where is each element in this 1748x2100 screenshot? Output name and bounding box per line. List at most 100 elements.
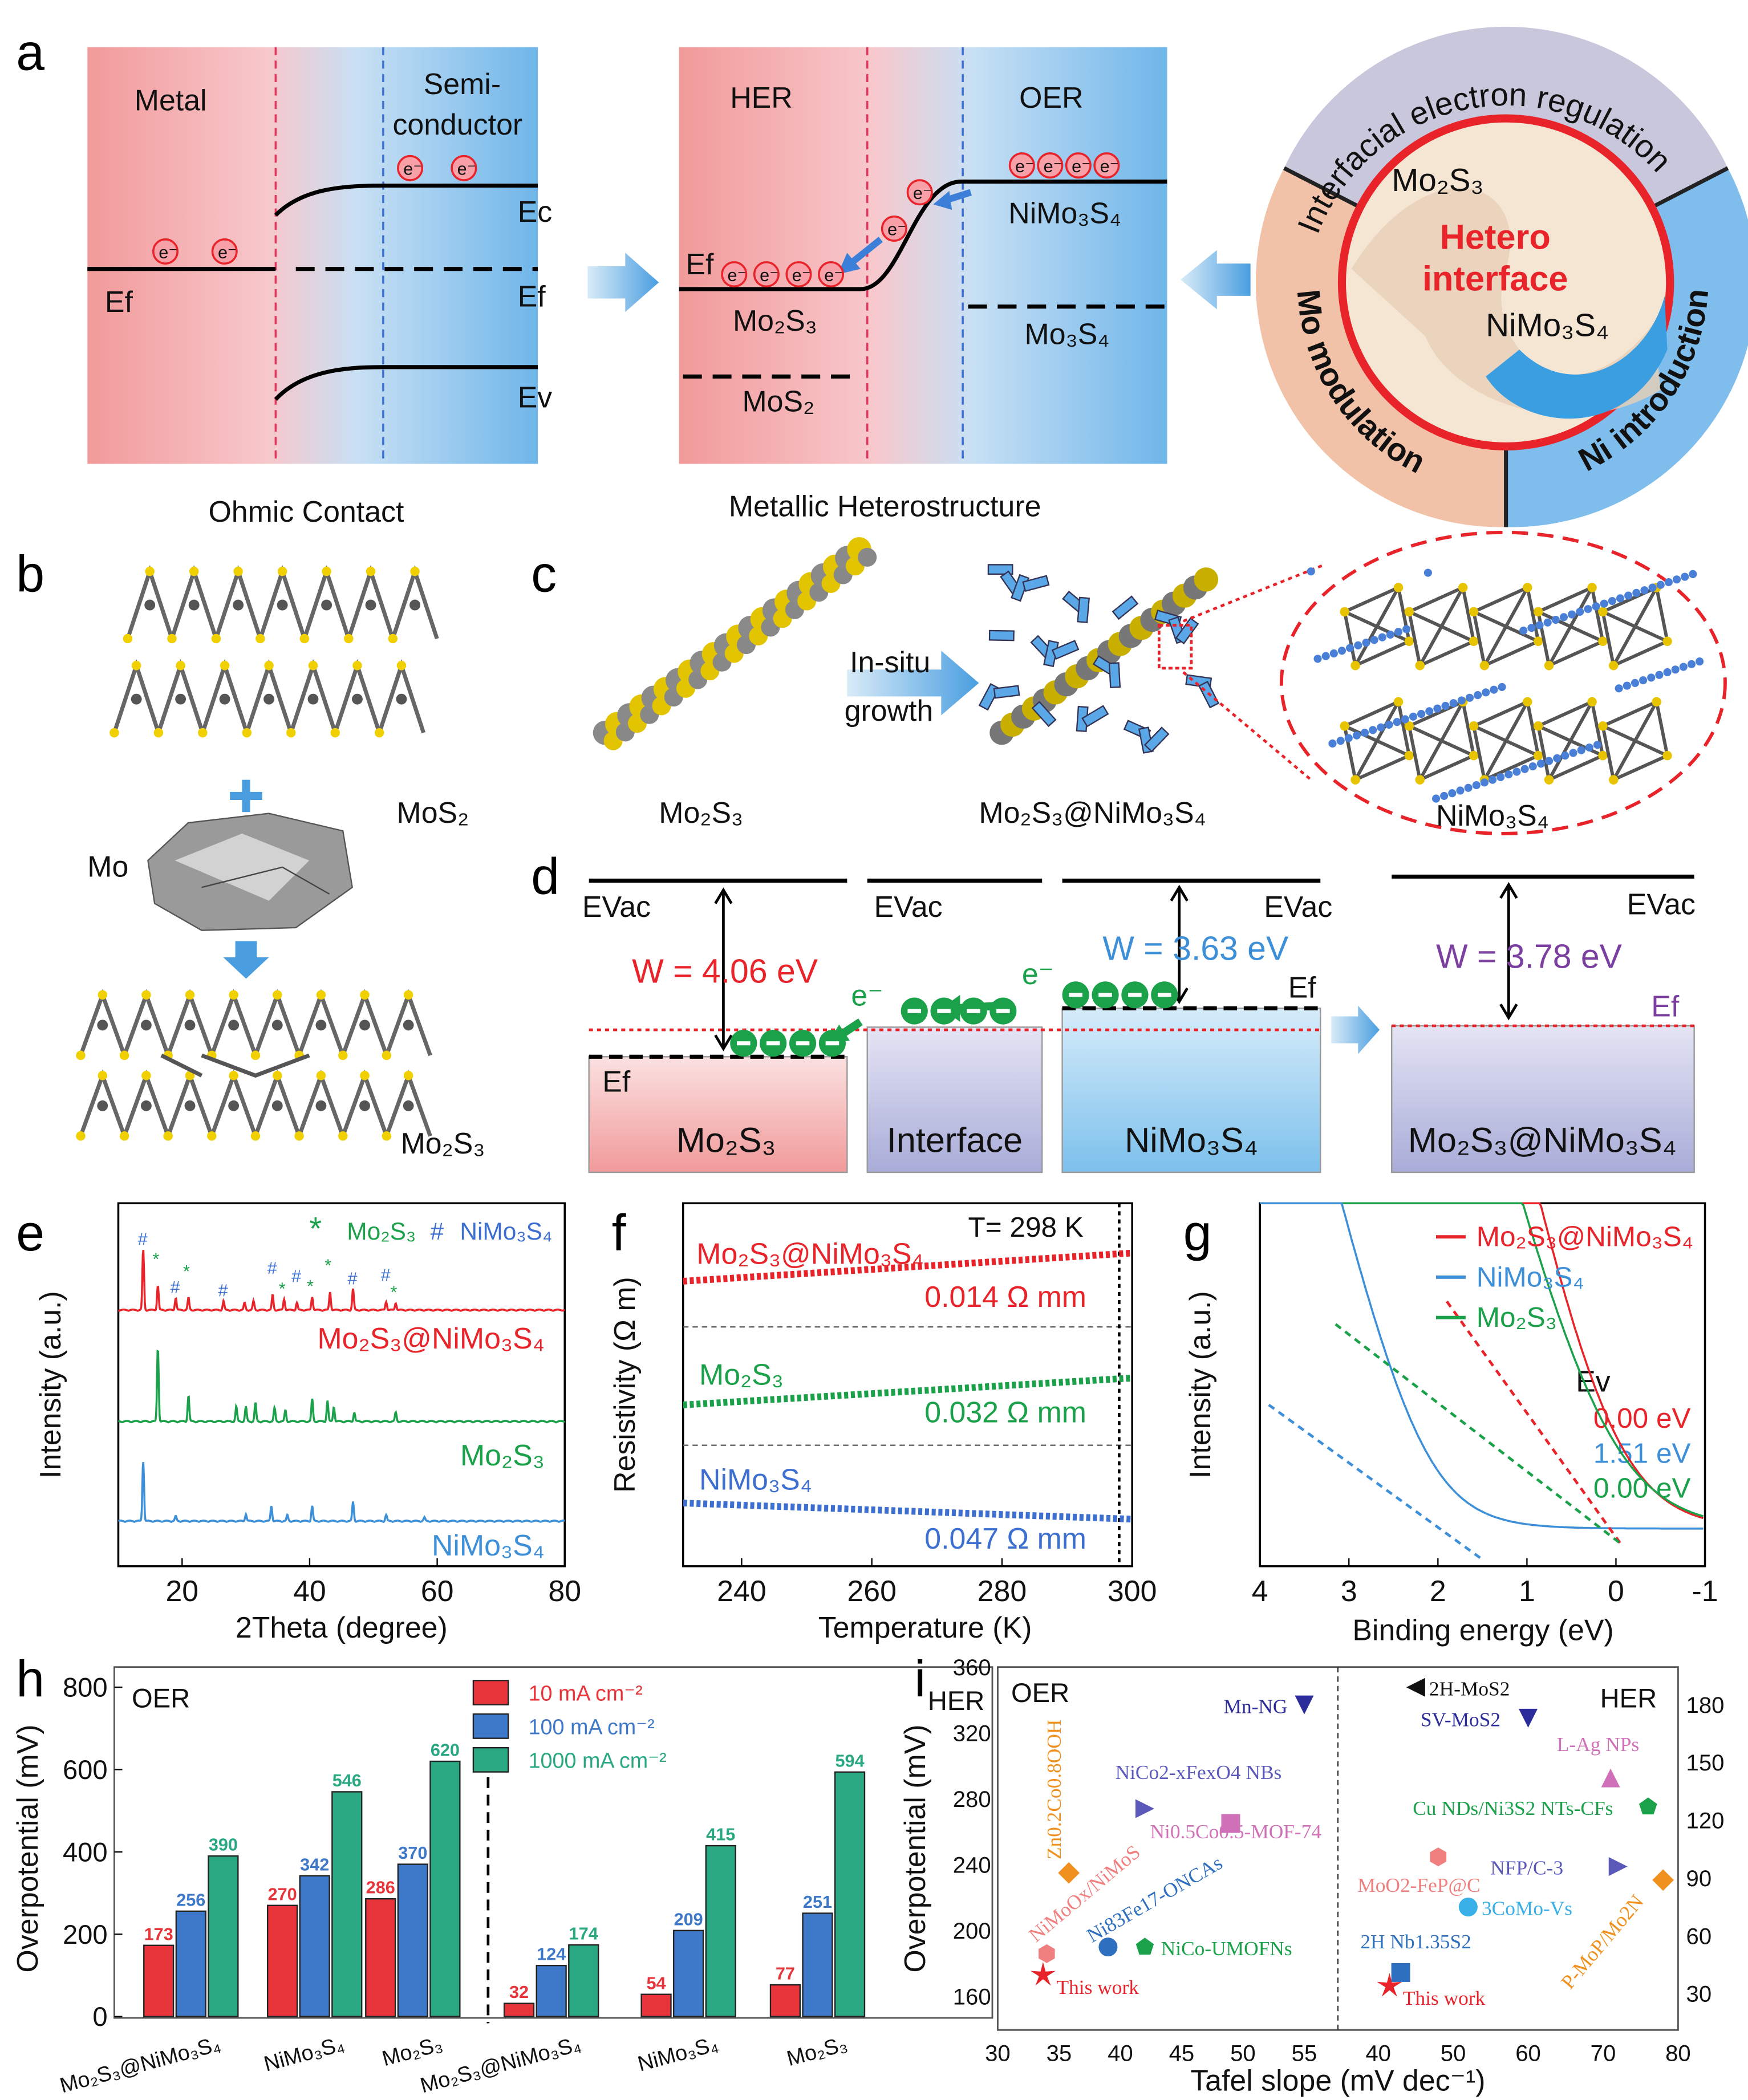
zoom-ellipse	[1279, 530, 1727, 835]
mo-atom	[315, 1100, 327, 1111]
point-label: Mn-NG	[1224, 1695, 1288, 1717]
x-tick-label: 55	[1292, 2041, 1317, 2066]
marker-pentagon	[1135, 1937, 1154, 1955]
mos2-label: MoS₂	[397, 796, 469, 829]
nimo3s4-crystal-structure	[1307, 567, 1704, 803]
tafel-scatter-chart: Overpotential (mV) Tafel slope (mV dec⁻¹…	[898, 1655, 1724, 2097]
minus-sign-icon	[1069, 993, 1082, 997]
s-atom	[264, 660, 274, 671]
y-tick-label-right: 60	[1686, 1924, 1712, 1949]
s-atom	[189, 566, 199, 576]
point-label: NiCo2-xFexO4 NBs	[1116, 1761, 1282, 1784]
ni-atom	[1448, 789, 1457, 798]
series-label-nimo3s4: NiMo₃S₄	[699, 1463, 812, 1496]
minus-sign-icon	[937, 1009, 951, 1013]
mo-atom	[140, 1100, 152, 1111]
marker-triangle-left	[1406, 1677, 1425, 1697]
y-tick-label: 400	[63, 1837, 108, 1867]
electron-symbol: e⁻	[1072, 157, 1090, 176]
s-atom	[1404, 607, 1414, 617]
s-atom	[396, 660, 407, 671]
legend-swatch	[472, 1713, 509, 1739]
peak-marker: #	[381, 1265, 391, 1285]
x-tick-label: 40	[293, 1574, 326, 1607]
ni-atom	[1362, 639, 1370, 647]
bar	[299, 1875, 330, 2017]
nanosheet	[1143, 726, 1170, 753]
marker-hexagon	[1039, 1944, 1055, 1963]
y-tick-label-left: 360	[953, 1655, 991, 1680]
s-atom	[1533, 750, 1543, 761]
semiconductor-label-2: conductor	[392, 108, 522, 141]
point-label: 3CoMo-Vs	[1482, 1897, 1572, 1920]
growth-arrow-icon	[847, 651, 979, 716]
ev-label: Ev	[518, 381, 553, 414]
s-atom	[119, 1131, 129, 1141]
marker-star	[1377, 1973, 1402, 1997]
electron-symbol: e⁻	[913, 184, 932, 203]
peak-marker: *	[152, 1250, 159, 1269]
ni-atom	[1313, 655, 1322, 663]
ni-atom	[1569, 749, 1577, 757]
ev-value-composite: 0.00 eV	[1593, 1403, 1691, 1434]
mo-atom	[228, 1100, 240, 1111]
mo-atom	[97, 1100, 108, 1111]
marker-star	[1030, 1961, 1056, 1986]
electron-label-1: e⁻	[851, 979, 883, 1012]
x-tick-label: 50	[1230, 2041, 1256, 2066]
marker-triangle-up	[1601, 1768, 1620, 1788]
peak-marker: *	[183, 1262, 190, 1281]
xrd-pattern-line	[118, 1350, 566, 1424]
mo-atom	[315, 1019, 327, 1031]
ni-atom	[1423, 568, 1432, 577]
resistivity-line	[683, 1374, 1133, 1408]
y-tick-label-right: 90	[1686, 1866, 1712, 1891]
band-alignment-diagram: EVac EVac EVac EVac Ef Ef Ef Mo₂S₃ Inter…	[582, 874, 1696, 1173]
electron-symbol: e⁻	[218, 243, 237, 262]
ev-value-nimo3s4: 1.51 eV	[1593, 1437, 1691, 1469]
bar	[175, 1910, 206, 2017]
s-atom	[1598, 636, 1608, 647]
electron-icon	[881, 215, 907, 242]
mo-atom	[403, 1019, 414, 1031]
ni-atom	[1482, 688, 1490, 697]
bar-value-label: 270	[268, 1884, 297, 1904]
s-atom	[220, 660, 230, 671]
ni-atom	[1527, 624, 1536, 632]
ni-atom	[1696, 657, 1704, 666]
box-label-interface: Interface	[887, 1121, 1023, 1160]
bar-value-label: 174	[569, 1924, 598, 1944]
s-atom	[382, 1131, 392, 1141]
value-label-mo2s3: 0.032 Ω mm	[924, 1396, 1086, 1429]
arrow-down-icon	[223, 941, 269, 979]
s-atom	[338, 1050, 348, 1061]
s-atom	[330, 728, 340, 738]
mo2s3-band-box	[588, 1056, 848, 1173]
marker-diamond	[1058, 1862, 1080, 1884]
s-atom	[123, 633, 133, 644]
s-atom	[1393, 583, 1404, 592]
s-atom	[1652, 697, 1661, 707]
s-atom	[1350, 660, 1360, 671]
ni-atom	[1328, 739, 1337, 748]
composite-nanorod-image	[978, 564, 1220, 754]
bar-value-label: 54	[647, 1973, 666, 1993]
s-atom	[250, 1050, 261, 1061]
marker-pentagon	[1639, 1797, 1657, 1815]
ni-atom	[1624, 591, 1633, 600]
nanosheet	[1051, 640, 1080, 660]
y-axis-label: Overpotential (mV)	[898, 1724, 931, 1972]
electron-icon	[721, 261, 748, 288]
x-tick-label: 40	[1108, 2041, 1133, 2066]
hetero-label: Hetero	[1440, 217, 1551, 256]
bar	[536, 1964, 567, 2017]
electron-icon	[1037, 152, 1064, 179]
bar-value-label: 251	[803, 1892, 832, 1912]
category-label: Mo₂S₃	[379, 2032, 445, 2070]
electron-icon	[753, 261, 780, 288]
bar-value-label: 370	[398, 1843, 427, 1863]
ni-atom	[1536, 759, 1545, 768]
electron-symbol: e⁻	[760, 266, 778, 285]
mo-atom	[184, 1100, 196, 1111]
mos2-crystal-structure	[109, 564, 439, 738]
